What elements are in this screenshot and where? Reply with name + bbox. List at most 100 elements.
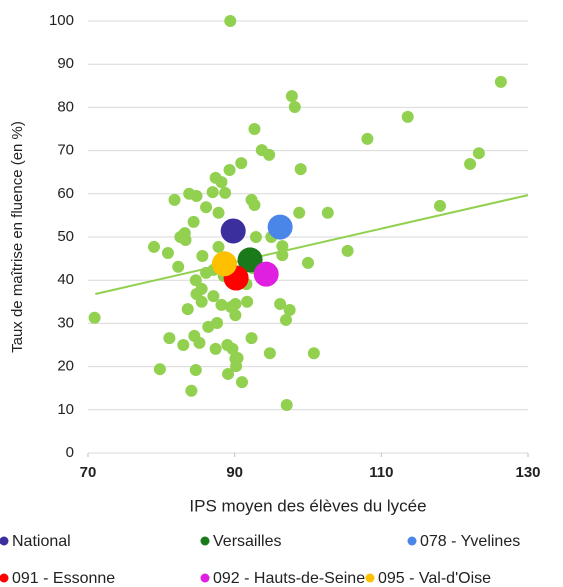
point bbox=[189, 364, 202, 377]
point bbox=[179, 234, 192, 247]
x-tick-label: 130 bbox=[515, 464, 540, 481]
point bbox=[494, 75, 507, 88]
point bbox=[241, 295, 254, 308]
y-tick-label: 60 bbox=[57, 185, 74, 202]
point bbox=[207, 290, 220, 303]
legend-marker bbox=[200, 536, 210, 546]
point bbox=[195, 295, 208, 308]
y-tick-label: 80 bbox=[57, 98, 74, 115]
point bbox=[195, 282, 208, 295]
y-tick-label: 40 bbox=[57, 271, 74, 288]
point bbox=[200, 201, 213, 214]
point bbox=[285, 90, 298, 103]
x-tick-label: 70 bbox=[80, 464, 97, 481]
point bbox=[215, 298, 228, 311]
series-point bbox=[253, 261, 279, 287]
point bbox=[263, 148, 276, 161]
point bbox=[321, 206, 334, 219]
point bbox=[211, 316, 224, 329]
point bbox=[181, 303, 194, 316]
point bbox=[307, 347, 320, 360]
series-point bbox=[211, 251, 237, 277]
point bbox=[224, 15, 237, 27]
point bbox=[212, 240, 225, 253]
point bbox=[341, 244, 354, 257]
point bbox=[172, 260, 185, 273]
y-tick-label: 10 bbox=[57, 401, 74, 418]
point bbox=[226, 342, 239, 355]
point bbox=[293, 206, 306, 219]
y-tick-label: 20 bbox=[57, 358, 74, 375]
point bbox=[222, 367, 235, 380]
point bbox=[236, 376, 248, 389]
point bbox=[276, 240, 289, 253]
y-tick-label: 50 bbox=[57, 228, 74, 245]
point bbox=[148, 240, 160, 253]
point bbox=[361, 132, 374, 145]
point bbox=[196, 250, 209, 263]
point bbox=[153, 363, 166, 376]
point bbox=[294, 163, 307, 176]
series-point bbox=[220, 218, 246, 244]
point bbox=[215, 176, 228, 189]
legend-label: Versailles bbox=[213, 533, 281, 550]
point bbox=[209, 342, 222, 355]
point bbox=[248, 199, 261, 212]
legend-label: 091 - Essonne bbox=[12, 570, 115, 587]
point bbox=[206, 186, 219, 199]
legend-label: 092 - Hauts-de-Seine bbox=[213, 570, 365, 587]
y-tick-label: 90 bbox=[57, 55, 74, 72]
legend-marker bbox=[0, 573, 9, 583]
point bbox=[185, 384, 198, 397]
point bbox=[274, 297, 287, 310]
point bbox=[231, 351, 244, 364]
y-tick-label: 70 bbox=[57, 142, 74, 159]
point bbox=[219, 186, 232, 199]
point bbox=[177, 339, 190, 351]
point bbox=[223, 164, 236, 177]
legend-label: National bbox=[12, 533, 71, 550]
x-axis-label: IPS moyen des élèves du lycée bbox=[189, 496, 426, 515]
point bbox=[168, 193, 181, 206]
point bbox=[283, 304, 296, 317]
x-tick-label: 110 bbox=[369, 464, 393, 481]
legend-marker bbox=[0, 536, 9, 546]
point bbox=[245, 332, 258, 345]
point bbox=[163, 332, 176, 345]
point bbox=[472, 147, 485, 160]
y-axis-label: Taux de maîtrise en fluence (en %) bbox=[9, 121, 26, 353]
point bbox=[280, 313, 292, 326]
y-tick-label: 30 bbox=[57, 314, 74, 331]
point bbox=[263, 347, 276, 360]
point bbox=[235, 157, 248, 170]
point bbox=[161, 246, 174, 259]
x-tick-label: 90 bbox=[226, 464, 243, 481]
point bbox=[229, 309, 242, 322]
y-tick-label: 100 bbox=[49, 12, 74, 29]
point bbox=[249, 231, 262, 243]
legend-marker bbox=[407, 536, 417, 546]
trendline bbox=[95, 194, 529, 295]
legend-label: 078 - Yvelines bbox=[420, 533, 520, 550]
point bbox=[248, 123, 261, 135]
point bbox=[187, 215, 200, 228]
point bbox=[464, 157, 477, 170]
point bbox=[189, 274, 202, 287]
point bbox=[229, 297, 242, 310]
point bbox=[288, 100, 301, 113]
point bbox=[193, 336, 206, 349]
point bbox=[88, 311, 101, 324]
point bbox=[190, 189, 203, 202]
legend-marker bbox=[365, 573, 375, 583]
point bbox=[280, 399, 293, 412]
point bbox=[434, 199, 446, 212]
legend-label: 095 - Val-d'Oise bbox=[378, 570, 491, 587]
legend-marker bbox=[200, 573, 210, 583]
point bbox=[401, 110, 414, 123]
y-tick-label: 0 bbox=[66, 444, 74, 461]
series-point bbox=[237, 247, 263, 273]
point bbox=[302, 256, 314, 269]
point bbox=[212, 206, 225, 219]
series-point bbox=[267, 214, 293, 240]
